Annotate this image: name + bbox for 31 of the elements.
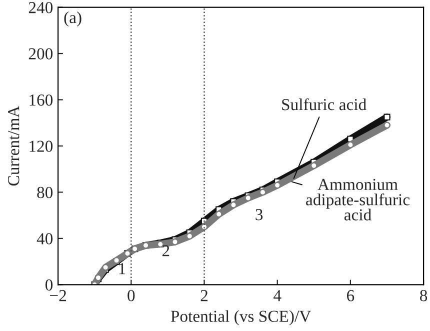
point bbox=[216, 210, 222, 218]
series-label: Ammonium adipate-sulfuric acid bbox=[306, 178, 410, 220]
y-tick-label: 0 bbox=[45, 279, 53, 291]
annotation: 3 bbox=[256, 209, 263, 220]
annotation: 1 bbox=[119, 263, 126, 274]
y-tick-label: 120 bbox=[30, 140, 53, 152]
annotation: (a) bbox=[64, 11, 82, 27]
point bbox=[274, 182, 281, 189]
annotation: 2 bbox=[162, 245, 170, 256]
x-tick-label: 2 bbox=[200, 290, 208, 302]
point bbox=[310, 162, 318, 169]
point bbox=[384, 114, 390, 120]
x-tick-label: 0 bbox=[128, 290, 135, 302]
y-axis-title: Current/mA bbox=[8, 106, 20, 186]
point bbox=[384, 122, 390, 128]
point bbox=[244, 194, 252, 202]
x-tick-label: −2 bbox=[50, 290, 66, 302]
point bbox=[347, 142, 354, 148]
y-tick-label: 240 bbox=[28, 2, 53, 14]
x-axis-title: Potential (vs SCE)/V bbox=[170, 310, 311, 326]
series-label: Sulfuric acid bbox=[282, 98, 366, 110]
x-tick-label: 8 bbox=[420, 290, 428, 302]
y-tick-label: 40 bbox=[36, 233, 53, 244]
point bbox=[172, 238, 178, 246]
point bbox=[186, 232, 193, 240]
point bbox=[230, 202, 237, 208]
x-tick-label: 6 bbox=[347, 290, 354, 302]
y-tick-label: 200 bbox=[28, 48, 53, 60]
y-tick-label: 80 bbox=[37, 186, 53, 198]
y-tick-label: 160 bbox=[30, 94, 53, 106]
x-tick-label: 4 bbox=[274, 290, 282, 302]
